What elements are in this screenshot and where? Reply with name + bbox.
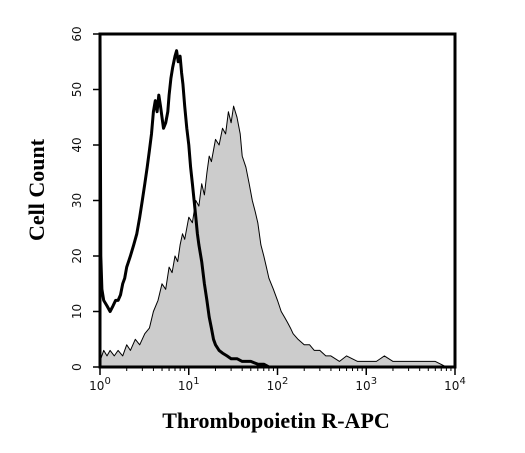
x-axis-title: Thrombopoietin R-APC bbox=[162, 408, 390, 433]
control-histogram-line bbox=[98, 32, 271, 369]
y-tick-label: 60 bbox=[70, 26, 84, 41]
x-tick-label: 103 bbox=[355, 376, 377, 393]
series-layer bbox=[98, 32, 447, 369]
y-tick-label: 10 bbox=[70, 304, 84, 319]
filled-histogram-outline bbox=[99, 105, 447, 368]
x-tick-label: 100 bbox=[89, 376, 111, 393]
y-axis-title: Cell Count bbox=[24, 138, 49, 241]
x-tick-label: 101 bbox=[178, 376, 200, 393]
tick-layer: 0 10 20 30 40 50 60 100 101 102 103 104 bbox=[70, 26, 466, 393]
y-tick-label: 0 bbox=[70, 363, 84, 371]
y-tick-label: 20 bbox=[70, 248, 84, 263]
x-tick-label: 104 bbox=[444, 376, 466, 393]
x-tick-label: 102 bbox=[267, 376, 289, 393]
y-tick-label: 50 bbox=[70, 82, 84, 97]
y-tick-label: 40 bbox=[70, 137, 84, 152]
y-tick-label: 30 bbox=[70, 193, 84, 208]
filled-histogram-area bbox=[100, 106, 447, 367]
